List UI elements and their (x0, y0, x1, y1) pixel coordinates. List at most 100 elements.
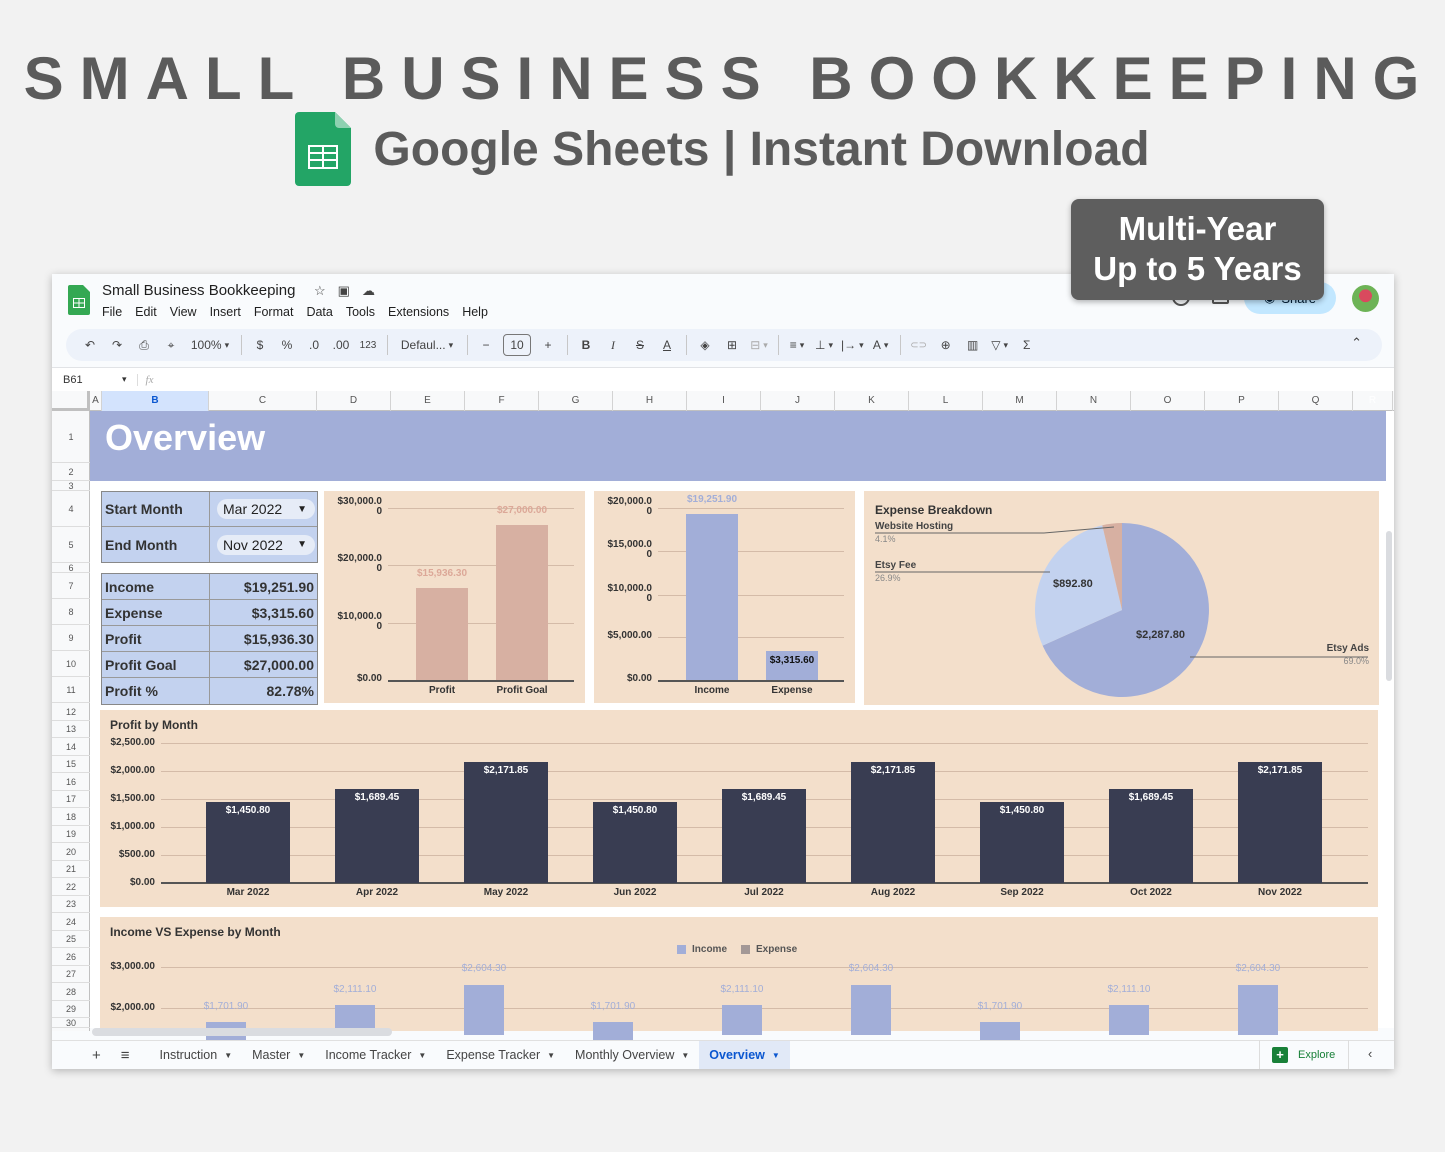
bar-profit[interactable] (416, 588, 468, 680)
font-size-input[interactable]: 10 (503, 334, 531, 356)
horizontal-align-icon[interactable]: ≡ (787, 334, 807, 356)
bar-income-month[interactable] (1109, 1005, 1149, 1035)
vertical-align-icon[interactable]: ⊥ (814, 334, 834, 356)
tab-expense-tracker[interactable]: Expense Tracker ▼ (436, 1041, 565, 1070)
explore-button[interactable]: + Explore (1259, 1040, 1349, 1069)
row-header[interactable]: 14 (52, 738, 90, 756)
summary-value[interactable]: $15,936.30 (243, 630, 314, 647)
collapse-toolbar-icon[interactable]: ⌃ (1351, 335, 1362, 350)
number-format-button[interactable]: 123 (359, 339, 377, 351)
summary-value[interactable]: 82.78% (266, 683, 314, 699)
row-header[interactable]: 17 (52, 791, 90, 808)
bar-income-month[interactable] (593, 1022, 633, 1042)
menu-data[interactable]: Data (306, 305, 333, 319)
col-header-m[interactable]: M (983, 391, 1057, 411)
menu-view[interactable]: View (169, 305, 197, 319)
decrease-decimal-button[interactable]: .0 (308, 338, 319, 352)
row-header[interactable]: 4 (52, 491, 90, 527)
col-header-h[interactable]: H (613, 391, 687, 411)
insert-link-icon[interactable]: ⊂⊃ (910, 339, 928, 351)
undo-icon[interactable]: ↶ (84, 338, 96, 352)
bar-income-month[interactable] (722, 1005, 762, 1035)
col-header-e[interactable]: E (391, 391, 465, 411)
col-header-l[interactable]: L (909, 391, 983, 411)
functions-icon[interactable]: Σ (1022, 338, 1031, 352)
bold-button[interactable]: B (581, 338, 591, 352)
col-header-a[interactable]: A (90, 391, 102, 411)
col-header-k[interactable]: K (835, 391, 909, 411)
col-header-g[interactable]: G (539, 391, 613, 411)
col-header-c[interactable]: C (209, 391, 317, 411)
bar-month[interactable] (851, 762, 935, 883)
row-header[interactable]: 22 (52, 878, 90, 896)
menu-edit[interactable]: Edit (135, 305, 157, 319)
row-header[interactable]: 25 (52, 931, 90, 948)
row-header[interactable]: 16 (52, 773, 90, 791)
bar-income-month[interactable] (1238, 985, 1278, 1035)
col-header-n[interactable]: N (1057, 391, 1131, 411)
summary-value[interactable]: $27,000.00 (243, 656, 314, 673)
col-header-o[interactable]: O (1131, 391, 1205, 411)
row-header[interactable]: 21 (52, 861, 90, 878)
print-icon[interactable]: ⎙ (139, 337, 149, 352)
summary-value[interactable]: $19,251.90 (243, 578, 314, 595)
cloud-status-icon[interactable]: ☁ (361, 283, 375, 298)
currency-format-button[interactable]: $ (256, 338, 264, 352)
row-header[interactable]: 19 (52, 826, 90, 843)
tab-instruction[interactable]: Instruction ▼ (150, 1041, 243, 1070)
col-header-j[interactable]: J (761, 391, 835, 411)
row-header[interactable]: 6 (52, 563, 90, 573)
paint-format-icon[interactable]: ⌖ (167, 337, 175, 352)
insert-comment-icon[interactable]: ⊕ (940, 338, 951, 352)
row-header[interactable]: 11 (52, 677, 90, 703)
bar-month[interactable] (464, 762, 548, 883)
increase-decimal-button[interactable]: .00 (332, 338, 350, 352)
text-color-button[interactable]: A (662, 338, 671, 352)
col-header-p[interactable]: P (1205, 391, 1279, 411)
profit-by-month-chart[interactable]: Profit by Month $2,500.00 $2,000.00 $1,5… (100, 710, 1378, 907)
font-size-decrease-button[interactable]: − (482, 338, 490, 352)
move-folder-icon[interactable]: ▣ (337, 283, 350, 298)
merge-cells-icon[interactable]: ⊟ (749, 334, 769, 356)
all-sheets-button[interactable]: ≡ (120, 1046, 130, 1064)
tab-master[interactable]: Master ▼ (242, 1041, 315, 1070)
row-header[interactable]: 23 (52, 896, 90, 913)
select-all-corner[interactable] (52, 391, 90, 411)
bar-income-month[interactable] (980, 1022, 1020, 1042)
bar-month[interactable] (206, 802, 290, 883)
row-header[interactable]: 10 (52, 651, 90, 677)
row-header[interactable]: 12 (52, 703, 90, 721)
document-title[interactable]: Small Business Bookkeeping (102, 282, 296, 299)
add-sheet-button[interactable]: + (92, 1046, 101, 1064)
insert-chart-icon[interactable]: ▥ (966, 338, 979, 352)
strikethrough-button[interactable]: S (635, 338, 644, 352)
text-rotation-icon[interactable]: A (871, 334, 891, 356)
menu-extensions[interactable]: Extensions (388, 305, 450, 319)
row-header[interactable]: 15 (52, 756, 90, 773)
row-header[interactable]: 7 (52, 573, 90, 599)
text-wrap-icon[interactable]: |→ (841, 334, 864, 356)
income-expense-chart[interactable]: $20,000.0 0 $15,000.0 0 $10,000.0 0 $5,000.… (594, 491, 855, 703)
row-header[interactable]: 1 (52, 411, 90, 463)
font-size-increase-button[interactable]: + (544, 338, 552, 352)
col-header-d[interactable]: D (317, 391, 391, 411)
percent-format-button[interactable]: % (281, 338, 293, 352)
bar-month[interactable] (980, 802, 1064, 883)
filter-icon[interactable]: ▽ (990, 334, 1010, 356)
bar-expense[interactable] (766, 651, 818, 680)
user-avatar[interactable] (1352, 285, 1379, 312)
profit-goal-chart[interactable]: $30,000.0 0 $20,000.0 0 $10,000.0 0 $0.00 $… (324, 491, 585, 703)
name-box-dropdown-icon[interactable]: ▾ (122, 374, 127, 384)
redo-icon[interactable]: ↷ (111, 338, 123, 352)
horizontal-scrollbar[interactable] (92, 1028, 392, 1036)
row-header[interactable]: 9 (52, 625, 90, 651)
col-header-b[interactable]: B (102, 391, 209, 411)
row-header[interactable]: 28 (52, 983, 90, 1001)
row-header[interactable]: 18 (52, 808, 90, 826)
bar-income-month[interactable] (851, 985, 891, 1035)
menu-file[interactable]: File (102, 305, 123, 319)
col-header-i[interactable]: I (687, 391, 761, 411)
side-panel-toggle-icon[interactable]: ‹ (1368, 1046, 1373, 1061)
row-header[interactable]: 13 (52, 721, 90, 738)
start-month-dropdown[interactable]: Mar 2022 ▼ (217, 499, 315, 519)
